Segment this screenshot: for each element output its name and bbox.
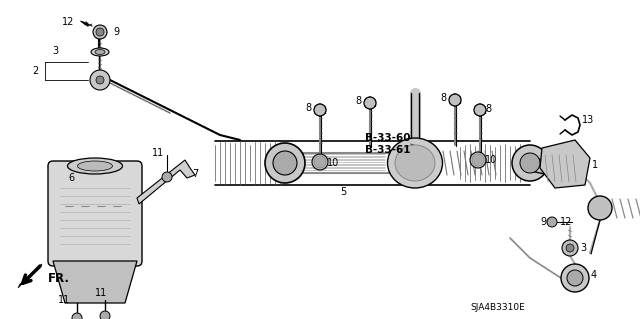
- Circle shape: [100, 311, 110, 319]
- Text: 11: 11: [95, 288, 108, 298]
- Circle shape: [312, 154, 328, 170]
- Circle shape: [520, 153, 540, 173]
- Text: 4: 4: [591, 270, 597, 280]
- Text: 7: 7: [192, 169, 198, 179]
- Text: FR.: FR.: [48, 271, 70, 285]
- Ellipse shape: [67, 158, 122, 174]
- Text: 11: 11: [152, 148, 164, 158]
- Text: 9: 9: [540, 217, 546, 227]
- Circle shape: [449, 94, 461, 106]
- Text: B-33-60: B-33-60: [365, 133, 410, 143]
- Text: 10: 10: [327, 158, 339, 168]
- Circle shape: [93, 25, 107, 39]
- Text: 8: 8: [305, 103, 311, 113]
- Text: 10: 10: [485, 155, 497, 165]
- Ellipse shape: [395, 145, 435, 181]
- Circle shape: [588, 196, 612, 220]
- Text: 5: 5: [340, 187, 346, 197]
- Text: 13: 13: [582, 115, 595, 125]
- Text: 11: 11: [58, 295, 70, 305]
- Polygon shape: [18, 264, 42, 288]
- Text: SJA4B3310E: SJA4B3310E: [470, 303, 525, 313]
- Text: 12: 12: [560, 217, 572, 227]
- Circle shape: [547, 217, 557, 227]
- Circle shape: [566, 244, 574, 252]
- Ellipse shape: [91, 48, 109, 56]
- Circle shape: [273, 151, 297, 175]
- Ellipse shape: [95, 49, 105, 55]
- Text: 3: 3: [580, 243, 586, 253]
- Circle shape: [562, 240, 578, 256]
- Text: 12: 12: [62, 17, 74, 27]
- Circle shape: [474, 104, 486, 116]
- Circle shape: [265, 143, 305, 183]
- Circle shape: [90, 70, 110, 90]
- Circle shape: [314, 104, 326, 116]
- Polygon shape: [137, 160, 195, 204]
- Circle shape: [72, 313, 82, 319]
- Polygon shape: [53, 261, 137, 303]
- Text: B-33-61: B-33-61: [365, 145, 410, 155]
- Circle shape: [314, 156, 326, 168]
- Circle shape: [96, 76, 104, 84]
- Text: 6: 6: [68, 173, 74, 183]
- Ellipse shape: [387, 138, 442, 188]
- Ellipse shape: [77, 161, 113, 171]
- Text: 8: 8: [355, 96, 361, 106]
- Text: 8: 8: [440, 93, 446, 103]
- Circle shape: [162, 172, 172, 182]
- Text: 1: 1: [592, 160, 598, 170]
- Text: 8: 8: [485, 104, 491, 114]
- Circle shape: [472, 154, 484, 166]
- Circle shape: [512, 145, 548, 181]
- Circle shape: [96, 28, 104, 36]
- Polygon shape: [540, 140, 590, 188]
- Text: 9: 9: [113, 27, 119, 37]
- Text: 2: 2: [32, 66, 38, 76]
- Circle shape: [561, 264, 589, 292]
- Circle shape: [470, 152, 486, 168]
- Text: 3: 3: [52, 46, 58, 56]
- Circle shape: [364, 97, 376, 109]
- Circle shape: [567, 270, 583, 286]
- FancyBboxPatch shape: [48, 161, 142, 266]
